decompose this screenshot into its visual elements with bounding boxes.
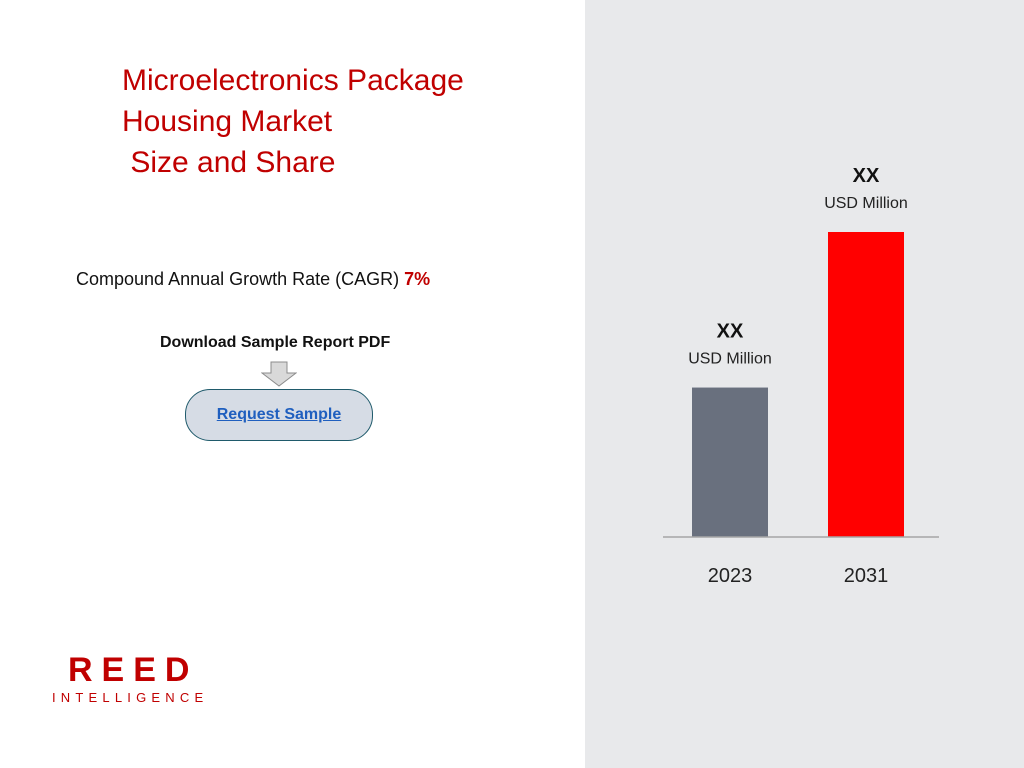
- bar-2023: [692, 387, 768, 537]
- reed-intelligence-logo: REED INTELLIGENCE: [52, 652, 222, 708]
- x-tick-label: 2023: [708, 565, 753, 587]
- request-sample-link[interactable]: Request Sample: [216, 406, 342, 423]
- cagr-text: Compound Annual Growth Rate (CAGR) 7%: [76, 269, 430, 290]
- title-line-1: Microelectronics Package: [122, 64, 464, 97]
- bar-chart: XX USD Million 2023 XX USD Million 2031: [663, 165, 939, 587]
- x-tick-label: 2031: [844, 565, 889, 587]
- download-label: Download Sample Report PDF: [160, 334, 391, 351]
- bar-2031: [828, 232, 904, 537]
- title-line-3: Size and Share: [122, 146, 336, 179]
- chart-panel: [585, 0, 1024, 768]
- bar-unit-label: USD Million: [824, 195, 908, 212]
- logo-tagline: INTELLIGENCE: [52, 690, 209, 705]
- cagr-label: Compound Annual Growth Rate (CAGR): [76, 269, 400, 289]
- logo-name: REED: [68, 651, 199, 689]
- bar-unit-label: USD Million: [688, 351, 772, 368]
- request-sample-button[interactable]: Request Sample: [185, 389, 373, 441]
- title-line-2: Housing Market: [122, 105, 333, 138]
- bar-value-label: XX: [717, 321, 744, 343]
- cagr-value: 7%: [404, 269, 431, 289]
- arrow-down-icon: [261, 361, 297, 387]
- bar-value-label: XX: [853, 165, 880, 187]
- page-title: Microelectronics Package Housing Market …: [122, 60, 522, 183]
